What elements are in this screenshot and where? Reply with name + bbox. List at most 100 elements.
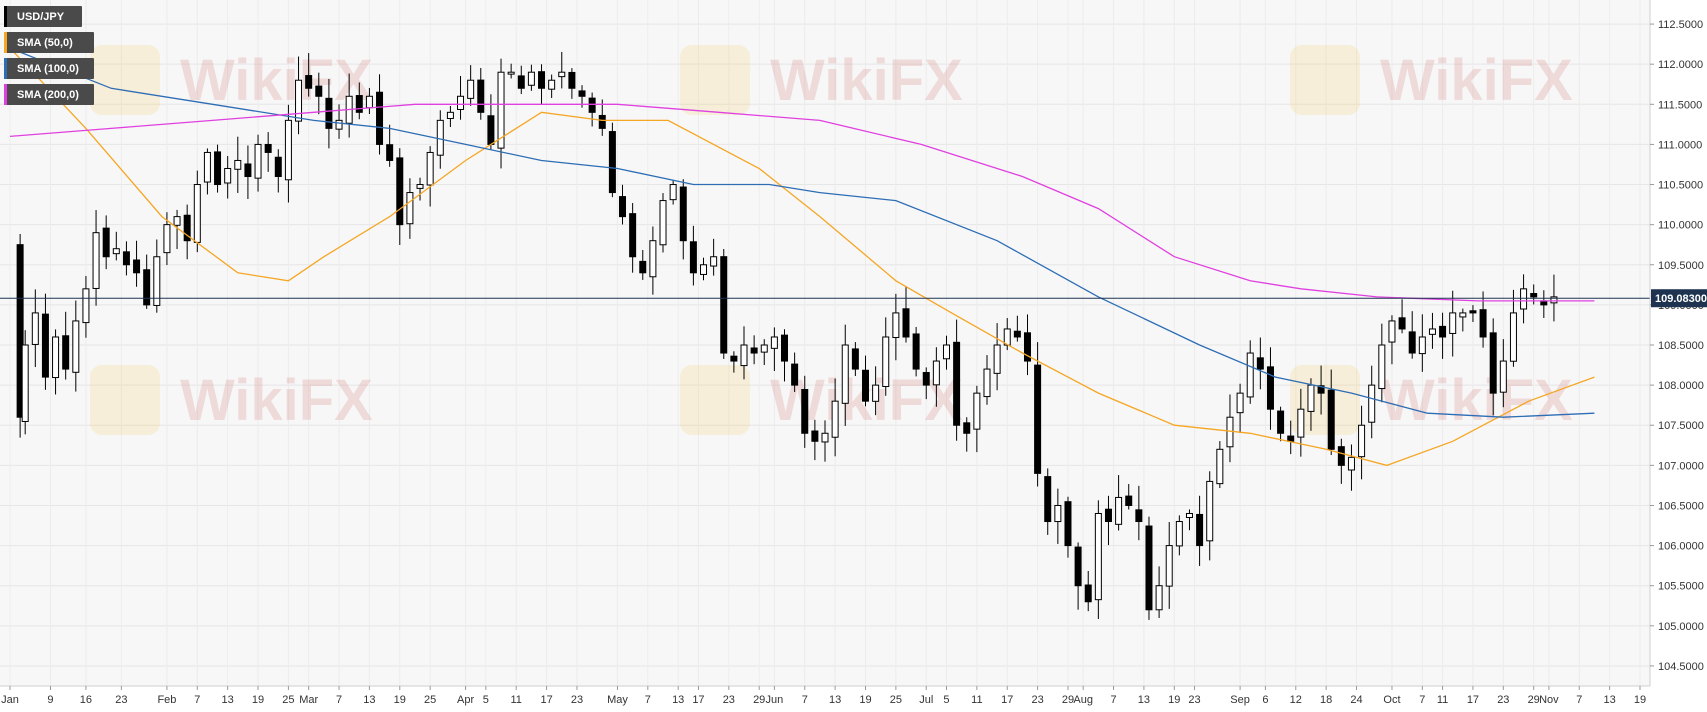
y-tick-label: 109.5000: [1658, 260, 1704, 272]
candle: [1216, 441, 1224, 489]
candle-body-up: [1175, 521, 1183, 547]
y-tick-label: 108.5000: [1658, 340, 1704, 352]
watermark: WikiFX: [1290, 365, 1573, 435]
candle: [355, 82, 363, 120]
candle: [1266, 347, 1274, 430]
candle: [1196, 495, 1204, 566]
candle: [1327, 369, 1335, 455]
watermark-logo: [680, 45, 750, 115]
candle-body-down: [315, 85, 323, 97]
candle-body-down: [386, 144, 394, 161]
candle: [963, 417, 971, 452]
candle: [244, 145, 252, 199]
candle-body-down: [689, 241, 697, 274]
candle: [902, 286, 910, 343]
x-tick-label: 13: [672, 694, 684, 706]
candle-body-down: [1317, 385, 1325, 394]
candle: [791, 352, 799, 392]
legend-sma-200-label: SMA (200,0): [17, 88, 79, 101]
x-tick-label: Aug: [1073, 694, 1093, 706]
candle-body-down: [811, 430, 819, 442]
candle: [234, 136, 242, 193]
candle: [608, 122, 616, 198]
candle-body-up: [1236, 392, 1244, 414]
candle-body-down: [953, 341, 961, 426]
candle-body-down: [639, 260, 647, 274]
candle: [821, 420, 829, 462]
candle: [993, 323, 1001, 391]
candle-body-up: [426, 151, 434, 186]
candle-body-up: [1428, 328, 1436, 335]
candle: [1175, 515, 1183, 556]
x-tick-label: 17: [540, 694, 552, 706]
candle-body-down: [1064, 501, 1072, 547]
x-tick-label: 5: [483, 694, 489, 706]
candle: [720, 248, 728, 359]
candle: [1398, 299, 1406, 334]
x-tick-label: 7: [1576, 694, 1582, 706]
candle-body-up: [203, 151, 211, 183]
candle: [619, 184, 627, 225]
candle: [1064, 496, 1072, 558]
grid: [0, 0, 1650, 686]
legend-sma-200[interactable]: SMA (200,0): [4, 84, 94, 105]
candle-body-up: [892, 312, 900, 339]
legend-symbol[interactable]: USD/JPY: [4, 6, 82, 27]
legend-sma-50-swatch: [4, 32, 7, 53]
legend-sma-100[interactable]: SMA (100,0): [4, 58, 94, 79]
candle: [173, 209, 181, 250]
watermark-logo: [1290, 365, 1360, 435]
candle-body-down: [720, 256, 728, 354]
candle: [1206, 471, 1214, 561]
y-tick-label: 106.0000: [1658, 541, 1704, 553]
candle: [112, 231, 120, 261]
candle: [841, 324, 849, 426]
candle-body-down: [1489, 332, 1497, 394]
sma-line: [9, 103, 1595, 302]
price-tag-label: 109.08300: [1655, 293, 1707, 305]
watermark: WikiFX: [680, 365, 963, 435]
candle-body-up: [1550, 296, 1558, 304]
candle: [872, 366, 880, 416]
candle-body-up: [841, 344, 849, 404]
price-tag[interactable]: 109.08300: [1651, 289, 1707, 308]
watermark: WikiFX: [680, 45, 963, 115]
candle-body-down: [1084, 584, 1092, 603]
candle-body-up: [558, 71, 566, 78]
candle: [740, 326, 748, 380]
price-tag-box: [1651, 289, 1707, 308]
candle-body-down: [264, 143, 272, 153]
candle-body-up: [224, 167, 232, 184]
candle: [527, 64, 535, 91]
candle: [477, 67, 485, 120]
candle-body-down: [355, 95, 363, 113]
x-tick-label: 13: [829, 694, 841, 706]
candle-body-up: [983, 368, 991, 398]
candle: [558, 51, 566, 89]
candle-body-up: [1307, 384, 1315, 412]
candle: [507, 63, 515, 79]
x-tick-label: 18: [1320, 694, 1332, 706]
candle-body-down: [608, 131, 616, 194]
candle: [274, 149, 282, 193]
candle: [396, 148, 404, 245]
candle: [426, 146, 434, 207]
candle: [1489, 318, 1497, 416]
x-tick-label: 11: [971, 694, 982, 706]
watermark-text: WikiFX: [180, 368, 373, 433]
sma-lines: [9, 47, 1595, 467]
y-tick-label: 107.5000: [1658, 420, 1704, 432]
legend-sma-50[interactable]: SMA (50,0): [4, 32, 94, 53]
x-tick-label: 17: [1467, 694, 1479, 706]
x-tick-label: 19: [1634, 694, 1646, 706]
candle: [1358, 405, 1366, 480]
candle-body-up: [872, 384, 880, 402]
candle-body-down: [1125, 495, 1133, 506]
candle-body-down: [902, 308, 910, 338]
candle-body-up: [740, 344, 748, 367]
candle: [1145, 516, 1153, 620]
candle: [1469, 305, 1477, 322]
candle-body-down: [1287, 435, 1295, 442]
x-tick-label: 9: [47, 694, 53, 706]
